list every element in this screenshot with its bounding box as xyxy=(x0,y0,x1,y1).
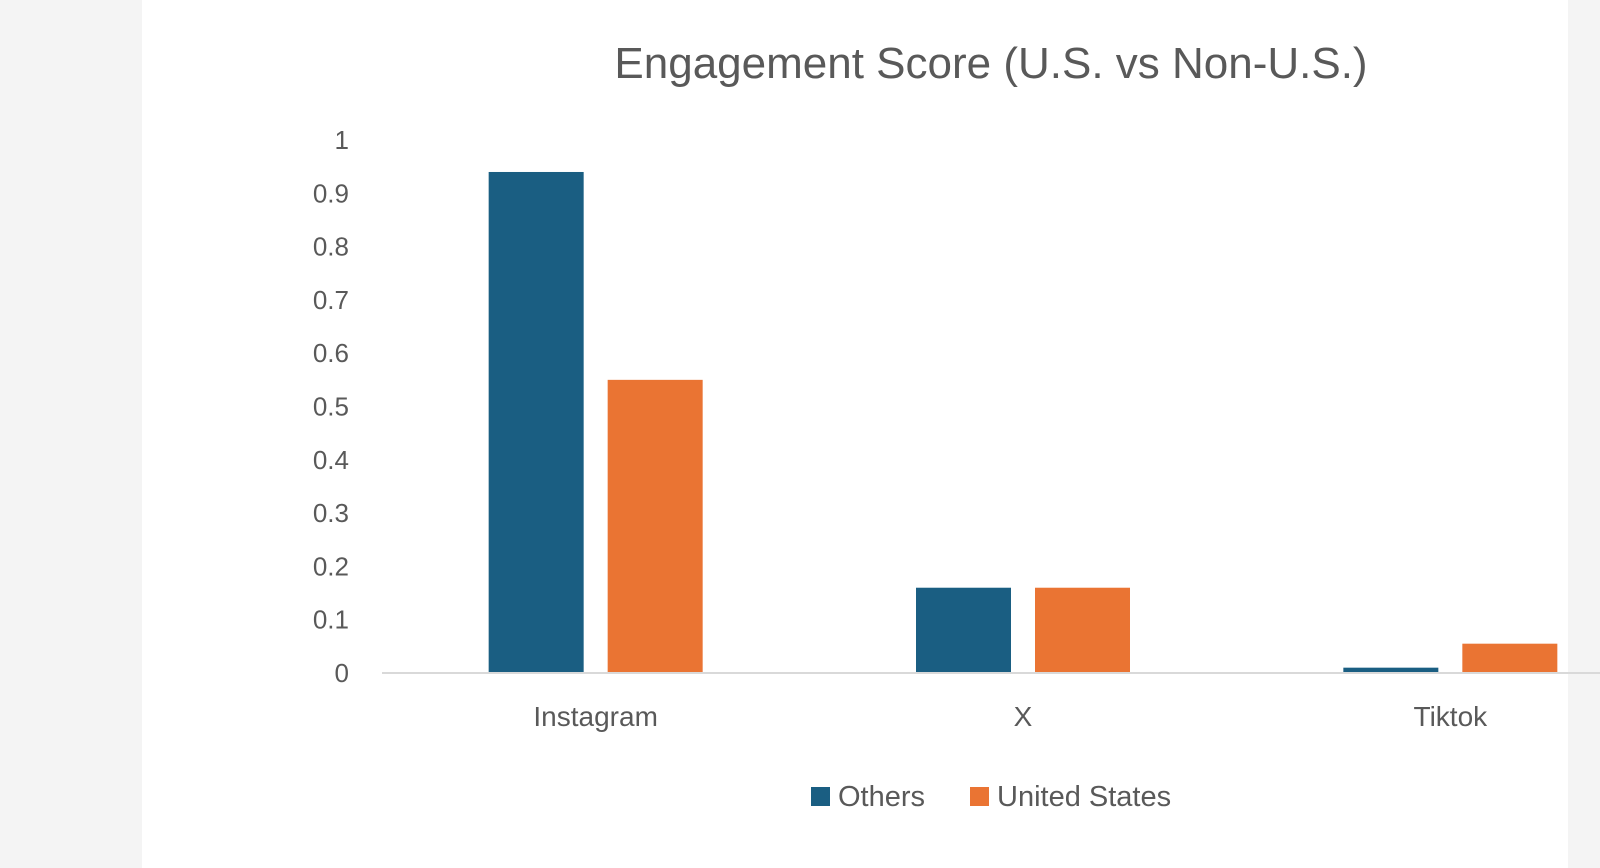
legend-swatch xyxy=(811,787,830,806)
bar-others-tiktok xyxy=(1343,667,1439,673)
bars xyxy=(488,171,1558,674)
x-category-label: X xyxy=(1014,701,1033,732)
legend-swatch xyxy=(970,787,989,806)
legend-label: United States xyxy=(997,781,1171,813)
chart-area: Engagement Score (U.S. vs Non-U.S.) 0 0.1… xyxy=(142,0,1600,868)
y-tick-label: 0 xyxy=(335,658,349,688)
x-category-label: Tiktok xyxy=(1414,701,1489,732)
bar-others-x xyxy=(916,587,1011,673)
bar-united-states-instagram xyxy=(607,379,703,673)
chart-title: Engagement Score (U.S. vs Non-U.S.) xyxy=(614,39,1367,88)
x-axis: Instagram X Tiktok xyxy=(533,701,1488,732)
x-category-label: Instagram xyxy=(533,701,658,732)
y-tick-label: 0.1 xyxy=(313,605,349,635)
legend-item: Others xyxy=(811,781,925,813)
y-tick-label: 0.5 xyxy=(313,392,349,422)
legend-item: United States xyxy=(970,781,1171,813)
y-tick-label: 0.8 xyxy=(313,232,349,262)
legend-label: Others xyxy=(838,781,925,813)
y-tick-label: 0.4 xyxy=(313,445,349,475)
bar-united-states-x xyxy=(1035,587,1130,673)
y-tick-label: 0.6 xyxy=(313,338,349,368)
y-axis: 0 0.1 0.2 0.3 0.4 0.5 0.6 0.7 0.8 0.9 1 xyxy=(313,125,349,688)
bar-others-instagram xyxy=(488,171,584,674)
y-tick-label: 0.3 xyxy=(313,498,349,528)
y-tick-label: 0.7 xyxy=(313,285,349,315)
bar-chart: Engagement Score (U.S. vs Non-U.S.) 0 0.1… xyxy=(313,39,1600,813)
legend: Others United States xyxy=(811,781,1171,813)
y-tick-label: 1 xyxy=(335,125,349,155)
y-tick-label: 0.2 xyxy=(313,551,349,581)
y-tick-label: 0.9 xyxy=(313,178,349,208)
bar-united-states-tiktok xyxy=(1462,643,1558,673)
